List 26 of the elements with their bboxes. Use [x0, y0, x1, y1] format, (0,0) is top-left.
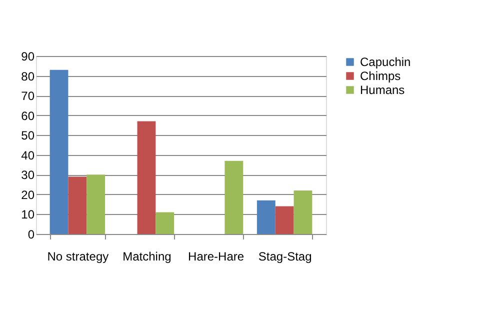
- y-tick-label: 40: [21, 148, 35, 162]
- y-tick-label: 50: [21, 128, 35, 143]
- y-tick-label: 90: [21, 50, 35, 64]
- x-tick-label: Stag-Stag: [258, 250, 312, 264]
- bar: [256, 200, 276, 234]
- bar: [156, 212, 174, 234]
- bar: [137, 121, 156, 234]
- y-tick-label: 20: [21, 188, 35, 202]
- y-tick-label: 70: [21, 89, 35, 104]
- legend-label: Humans: [360, 83, 405, 97]
- y-tick-label: 30: [21, 168, 35, 182]
- y-tick-label: 80: [21, 69, 35, 84]
- x-tick-label: Matching: [122, 250, 172, 264]
- bar: [294, 190, 312, 234]
- legend-label: Capuchin: [360, 55, 411, 69]
- x-tick-label: No strategy: [47, 250, 109, 264]
- y-tick-label: 0: [28, 228, 35, 242]
- x-tick-label: Hare-Hare: [188, 250, 244, 264]
- y-tick-label: 10: [21, 208, 35, 222]
- bar: [86, 174, 106, 234]
- legend-label: Chimps: [360, 69, 401, 83]
- y-tick-label: 60: [21, 108, 35, 123]
- bar: [224, 160, 244, 234]
- bar: [68, 176, 87, 234]
- bar: [50, 70, 68, 234]
- bar: [275, 206, 294, 234]
